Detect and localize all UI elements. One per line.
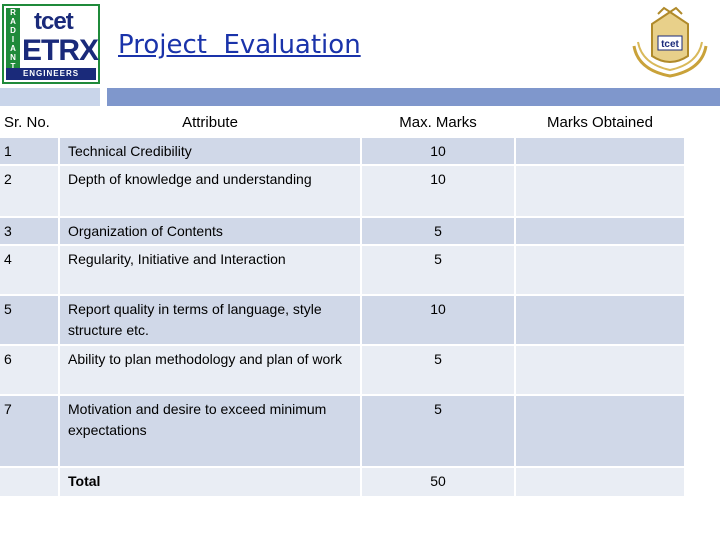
total-marks-obtained xyxy=(516,468,684,496)
total-label: Total xyxy=(60,468,360,496)
tcet-emblem-icon: tcet xyxy=(632,6,708,78)
row-sr: 2 xyxy=(0,166,58,216)
row-attribute: Technical Credibility xyxy=(60,138,360,164)
table-row: 1 Technical Credibility 10 xyxy=(0,138,685,164)
row-marks-obtained xyxy=(516,296,684,344)
row-sr: 6 xyxy=(0,346,58,394)
row-attribute: Organization of Contents xyxy=(60,218,360,244)
radiant-letter: D xyxy=(10,26,16,35)
header-bar-right xyxy=(107,88,720,106)
emblem-brand-text: tcet xyxy=(661,39,679,50)
etrx-logo: R A D I A N T tcet ETRX ENGINEERS xyxy=(2,4,100,84)
page-title: Project Evaluation xyxy=(118,30,361,60)
table-header-row: Sr. No. Attribute Max. Marks Marks Obtai… xyxy=(0,108,685,136)
row-sr: 4 xyxy=(0,246,58,294)
row-marks-obtained xyxy=(516,166,684,216)
header-bar-left xyxy=(0,88,100,106)
row-attribute: Motivation and desire to exceed minimum … xyxy=(60,396,360,466)
row-max-marks: 5 xyxy=(362,218,514,244)
row-attribute: Report quality in terms of language, sty… xyxy=(60,296,360,344)
radiant-vertical-label: R A D I A N T xyxy=(6,8,20,71)
row-attribute: Regularity, Initiative and Interaction xyxy=(60,246,360,294)
logo-engineers-text: ENGINEERS xyxy=(6,68,96,80)
row-marks-obtained xyxy=(516,396,684,466)
row-marks-obtained xyxy=(516,246,684,294)
total-max-marks: 50 xyxy=(362,468,514,496)
row-marks-obtained xyxy=(516,346,684,394)
radiant-letter: T xyxy=(10,62,16,71)
radiant-letter: R xyxy=(10,8,16,17)
header-attribute: Attribute xyxy=(60,108,360,136)
row-marks-obtained xyxy=(516,138,684,164)
row-max-marks: 10 xyxy=(362,138,514,164)
row-attribute: Ability to plan methodology and plan of … xyxy=(60,346,360,394)
row-marks-obtained xyxy=(516,218,684,244)
row-sr: 1 xyxy=(0,138,58,164)
table-row: 4 Regularity, Initiative and Interaction… xyxy=(0,246,685,294)
row-attribute: Depth of knowledge and understanding xyxy=(60,166,360,216)
radiant-letter: I xyxy=(11,35,15,44)
radiant-letter: A xyxy=(10,44,16,53)
logo-etrx-text: ETRX xyxy=(22,34,99,67)
header-sr-no: Sr. No. xyxy=(0,108,58,136)
table-row: 3 Organization of Contents 5 xyxy=(0,218,685,244)
table-row: 2 Depth of knowledge and understanding 1… xyxy=(0,166,685,216)
row-max-marks: 10 xyxy=(362,296,514,344)
row-sr: 5 xyxy=(0,296,58,344)
radiant-letter: A xyxy=(10,17,16,26)
total-sr-empty xyxy=(0,468,58,496)
row-max-marks: 10 xyxy=(362,166,514,216)
header-marks-obtained: Marks Obtained xyxy=(516,108,684,136)
row-max-marks: 5 xyxy=(362,346,514,394)
row-max-marks: 5 xyxy=(362,246,514,294)
row-sr: 3 xyxy=(0,218,58,244)
table-total-row: Total 50 xyxy=(0,468,685,496)
row-sr: 7 xyxy=(0,396,58,466)
table-row: 6 Ability to plan methodology and plan o… xyxy=(0,346,685,394)
logo-tcet-text: tcet xyxy=(34,8,74,35)
table-row: 7 Motivation and desire to exceed minimu… xyxy=(0,396,685,466)
table-row: 5 Report quality in terms of language, s… xyxy=(0,296,685,344)
header-max-marks: Max. Marks xyxy=(362,108,514,136)
radiant-letter: N xyxy=(10,53,16,62)
row-max-marks: 5 xyxy=(362,396,514,466)
